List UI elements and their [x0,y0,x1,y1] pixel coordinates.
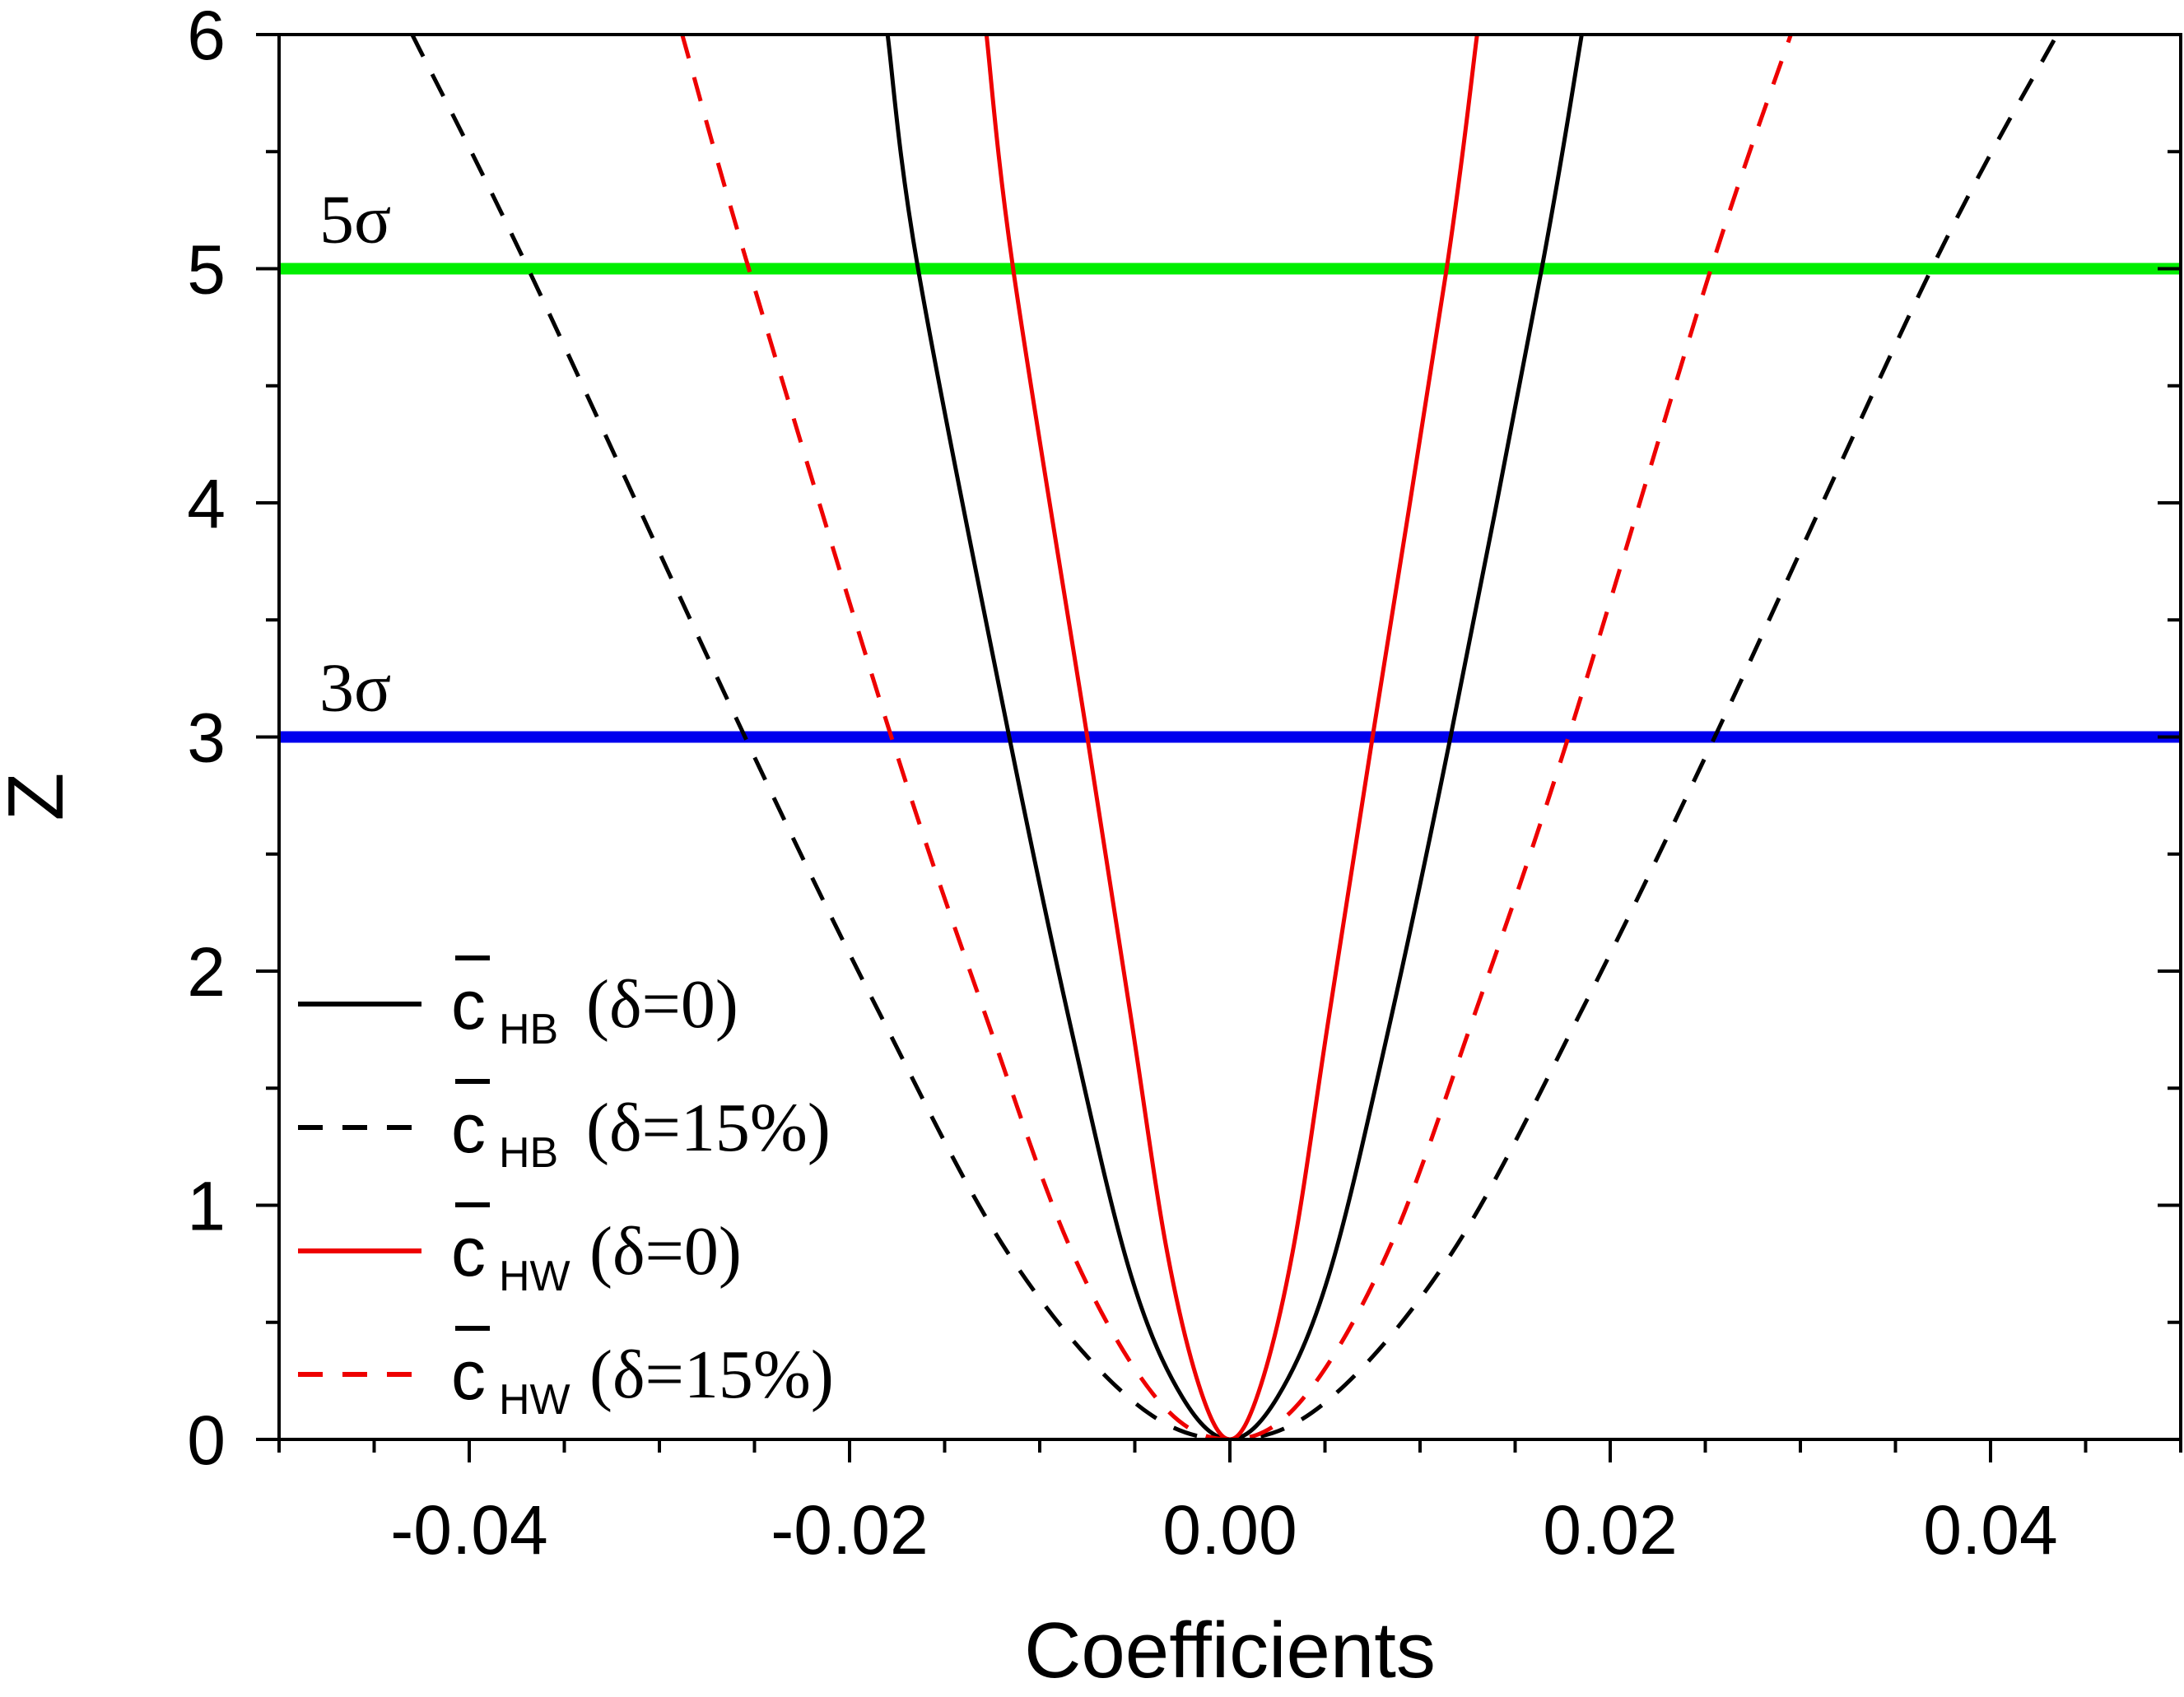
reference-label-3-sigma: 3σ [319,650,391,727]
y-tick-label: 6 [187,0,226,74]
legend-label-param: (δ=15%) [586,1090,831,1166]
sigma-labels: 5σ 3σ [319,182,391,727]
y-axis-title: Z [0,773,80,821]
y-tick-label: 2 [187,933,226,1011]
legend-label-subscript: HB [499,1129,558,1177]
series-hw-0 [984,35,1479,1439]
y-tick-label: 0 [187,1402,226,1479]
reference-lines [279,263,2181,743]
series-hw-15 [680,35,1793,1439]
x-tick-label: -0.02 [771,1491,928,1569]
y-axis: 0 1 2 3 4 5 6 [187,0,2181,1479]
legend-label-param: (δ=0) [586,966,738,1043]
legend-label-param: (δ=15%) [589,1337,834,1413]
y-tick-label: 4 [187,465,226,542]
x-tick-label: -0.04 [390,1491,547,1569]
x-axis-title: Coefficients [1024,1606,1436,1695]
legend-label-subscript: HW [499,1253,570,1300]
legend-label-base: c [451,1090,486,1167]
legend-label-subscript: HW [499,1376,570,1424]
legend-label-subscript: HB [499,1006,558,1053]
x-axis: -0.04 -0.02 0.00 0.02 0.04 [277,1439,2182,1569]
y-tick-label: 5 [187,231,226,309]
x-tick-label: 0.00 [1162,1491,1297,1569]
series-layer [410,35,2060,1439]
reference-label-5-sigma: 5σ [319,182,391,258]
x-tick-label: 0.04 [1923,1491,2058,1569]
legend-label-param: (δ=0) [589,1213,742,1290]
series-hb-0 [885,35,1584,1439]
y-tick-label: 1 [187,1168,226,1245]
legend: c HB (δ=0) c HB (δ=15%) c HW (δ=0) c HW (δ=15%) [298,955,834,1424]
x-tick-label: 0.02 [1543,1491,1678,1569]
legend-label-base: c [451,1213,486,1290]
legend-label-base: c [451,1337,486,1414]
y-tick-label: 3 [187,700,226,777]
legend-label-base: c [451,966,486,1044]
